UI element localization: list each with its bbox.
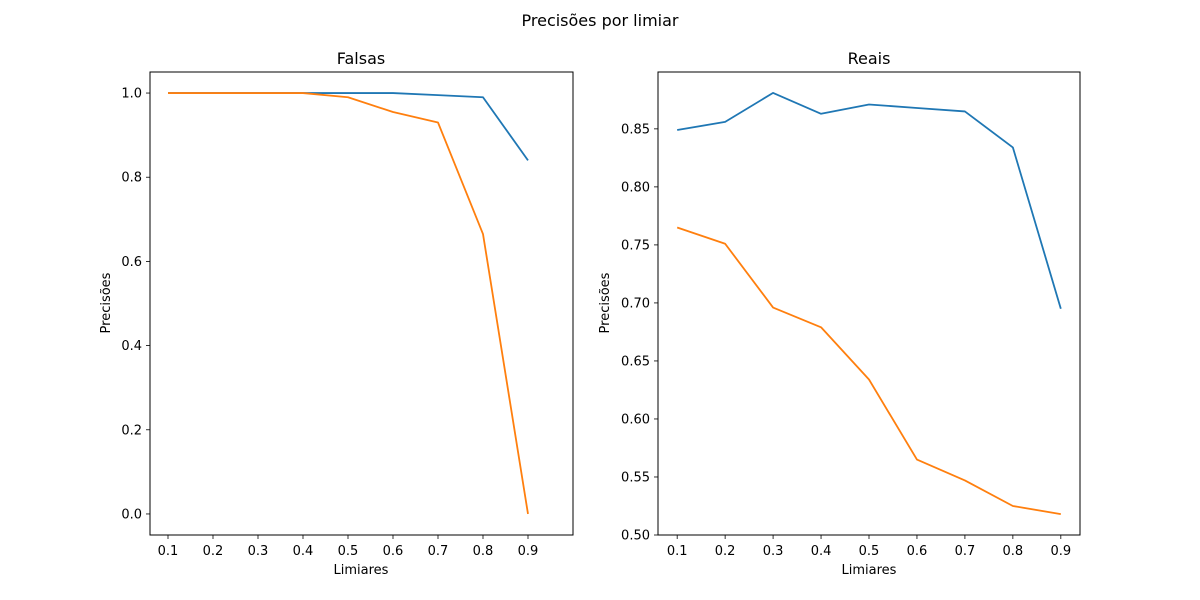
y-tick-label: 0.70 (621, 296, 650, 311)
y-axis-label: Precisões (598, 272, 613, 333)
x-tick-label: 0.2 (715, 544, 736, 559)
x-tick-label: 0.8 (1003, 544, 1024, 559)
x-axis-label: Limiares (842, 563, 897, 578)
y-tick-label: 0.65 (621, 354, 650, 369)
x-tick-label: 0.2 (203, 544, 224, 559)
x-tick-label: 0.5 (338, 544, 359, 559)
y-axis-label: Precisões (99, 272, 114, 333)
chart-panel-reais: Reais Limiares Precisões 0.1 0.2 0.3 0.4 0.5… (598, 49, 1081, 578)
x-tick-label: 0.4 (293, 544, 314, 559)
y-tick-label: 0.2 (121, 423, 142, 438)
y-tick-label: 0.75 (621, 238, 650, 253)
chart-title: Falsas (337, 49, 385, 68)
series-line-1 (168, 92, 529, 161)
x-tick-label: 0.7 (428, 544, 449, 559)
y-tick-label: 0.60 (621, 412, 650, 427)
x-tick-label: 0.1 (667, 544, 688, 559)
plot-frame (657, 71, 1081, 536)
y-tick-label: 0.85 (621, 122, 650, 137)
x-tick-label: 0.6 (383, 544, 404, 559)
series-line-2 (676, 226, 1061, 515)
y-tick-label: 0.55 (621, 470, 650, 485)
x-tick-label: 0.3 (248, 544, 269, 559)
x-axis-label: Limiares (334, 563, 389, 578)
y-tick-label: 0.4 (121, 339, 142, 354)
x-tick-label: 0.8 (473, 544, 494, 559)
series-line-2 (168, 92, 529, 515)
figure-suptitle: Precisões por limiar (522, 11, 679, 30)
x-tick-label: 0.6 (907, 544, 928, 559)
series-line-1 (677, 91, 1062, 309)
x-tick-label: 0.7 (955, 544, 976, 559)
x-tick-label: 0.9 (518, 544, 539, 559)
y-tick-label: 0.8 (121, 171, 142, 186)
x-tick-label: 0.5 (859, 544, 880, 559)
chart-title: Reais (848, 49, 891, 68)
chart-panel-falsas: Falsas Limiares Precisões 0.1 0.2 0.3 0.4 0.… (99, 49, 574, 578)
x-tick-label: 0.4 (811, 544, 832, 559)
y-tick-label: 1.0 (121, 87, 142, 102)
x-tick-label: 0.9 (1050, 544, 1071, 559)
y-tick-label: 0.0 (121, 507, 142, 522)
y-tick-label: 0.80 (621, 180, 650, 195)
x-tick-label: 0.3 (763, 544, 784, 559)
y-tick-label: 0.6 (121, 255, 142, 270)
x-tick-label: 0.1 (158, 544, 179, 559)
y-tick-label: 0.50 (621, 529, 650, 544)
plot-frame (149, 71, 574, 536)
